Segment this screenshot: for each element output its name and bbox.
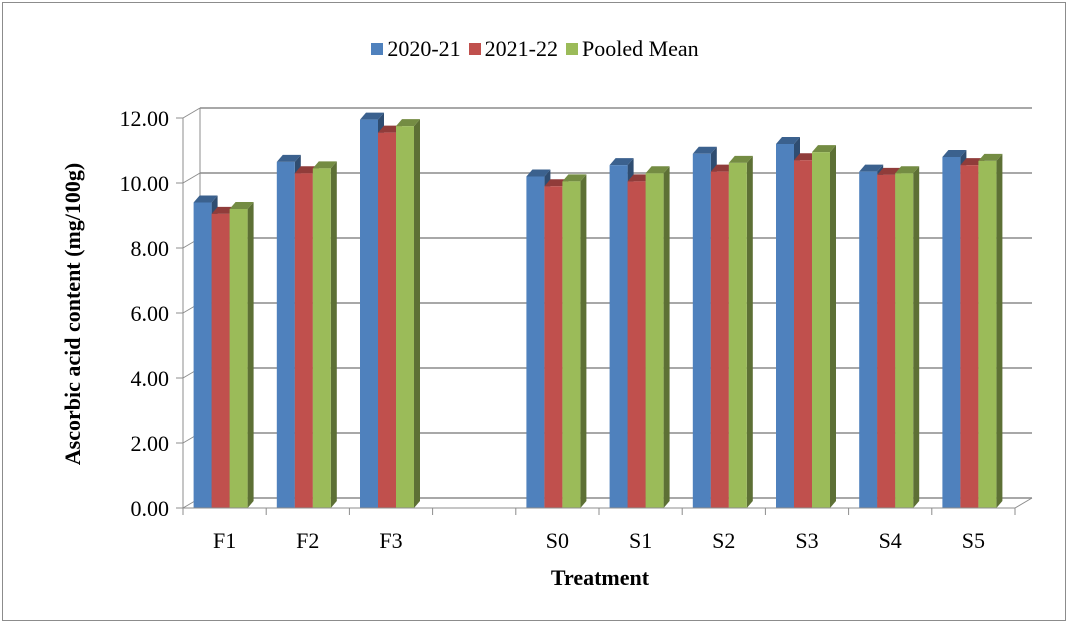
legend-item-2020-21: 2020-21 [371, 36, 461, 62]
bar-top [728, 155, 753, 163]
bar-side [830, 145, 836, 508]
bar [294, 173, 313, 508]
bar-side [663, 166, 670, 508]
bar [710, 171, 729, 508]
x-tick-label: S2 [712, 528, 735, 553]
y-tick-label: 12.00 [120, 106, 170, 131]
bar [645, 173, 664, 508]
legend-item-2021-22: 2021-22 [468, 36, 558, 62]
bar [812, 152, 830, 508]
bar-top [396, 119, 420, 127]
x-tick-label: F1 [213, 528, 236, 553]
bar-side [580, 174, 587, 508]
bar [877, 174, 896, 508]
gridline-depth [182, 107, 201, 119]
bar [859, 171, 878, 508]
bar [562, 181, 581, 508]
bar [312, 168, 331, 508]
bar-top [312, 161, 337, 169]
y-axis-title: Ascorbic acid content (mg/100g) [60, 163, 85, 465]
bar-top [193, 195, 218, 203]
x-tick-label: S1 [629, 528, 652, 553]
bar [193, 202, 212, 508]
bar-top [526, 169, 551, 177]
bar [627, 181, 646, 508]
bar-top [645, 166, 670, 174]
bar-top [812, 145, 836, 153]
y-tick-label: 8.00 [131, 236, 170, 261]
bar [211, 213, 230, 508]
bar [544, 186, 563, 508]
bar-top [692, 146, 717, 154]
bar [776, 144, 794, 508]
x-tick-label: S0 [546, 528, 569, 553]
bar-side [913, 166, 920, 508]
bar [378, 132, 396, 508]
x-tick-label: F3 [379, 528, 402, 553]
legend-label-2021-22: 2021-22 [484, 36, 558, 61]
bars [193, 112, 1003, 508]
chart-legend: 2020-21 2021-22 Pooled Mean [0, 36, 1070, 62]
axes: 0.00 2.00 4.00 6.00 8.00 10.00 12.00 F1 F2 F3 S0 S1… [120, 106, 1016, 553]
bar [526, 176, 545, 508]
bar-top [978, 153, 1003, 161]
bar [360, 119, 378, 508]
x-tick-label: S3 [795, 528, 818, 553]
bar-side [414, 119, 420, 508]
bar [960, 165, 979, 508]
y-tick-label: 10.00 [120, 171, 170, 196]
x-tick-label: S5 [962, 528, 985, 553]
bar-side [746, 155, 753, 508]
bar [728, 162, 747, 508]
legend-label-2020-21: 2020-21 [387, 36, 461, 61]
legend-item-pooled-mean: Pooled Mean [565, 36, 699, 62]
bar-top [562, 174, 587, 182]
y-tick-label: 2.00 [131, 431, 170, 456]
legend-swatch-2021-22 [468, 43, 481, 55]
bar [794, 160, 812, 508]
legend-label-pooled-mean: Pooled Mean [581, 36, 699, 61]
y-tick-label: 4.00 [131, 366, 170, 391]
bar-side [996, 153, 1003, 508]
gridline-depth [182, 172, 201, 184]
floor-right-edge [1014, 497, 1033, 509]
bar-top [877, 167, 902, 175]
bar-top [776, 137, 800, 144]
bar-top [276, 154, 301, 162]
bar-top [895, 166, 920, 174]
bar [895, 173, 914, 508]
bar-side [330, 161, 337, 508]
bar-top [609, 158, 634, 166]
bar-top [360, 112, 384, 120]
bar-top [859, 164, 884, 172]
x-axis-title: Treatment [551, 565, 650, 590]
legend-swatch-2020-21 [371, 43, 384, 55]
bar [978, 160, 997, 508]
y-tick-label: 6.00 [131, 301, 170, 326]
bar [692, 153, 711, 508]
x-tick-label: F2 [296, 528, 319, 553]
bar [396, 126, 414, 508]
bar-top [942, 150, 967, 157]
bar [229, 209, 248, 508]
y-tick-label: 0.00 [131, 496, 170, 521]
bar-side [247, 202, 254, 508]
legend-swatch-pooled-mean [565, 43, 578, 55]
x-tick-label: S4 [879, 528, 902, 553]
bar [609, 165, 628, 508]
bar [276, 161, 295, 508]
bar [942, 157, 961, 508]
bar-top [229, 202, 254, 209]
